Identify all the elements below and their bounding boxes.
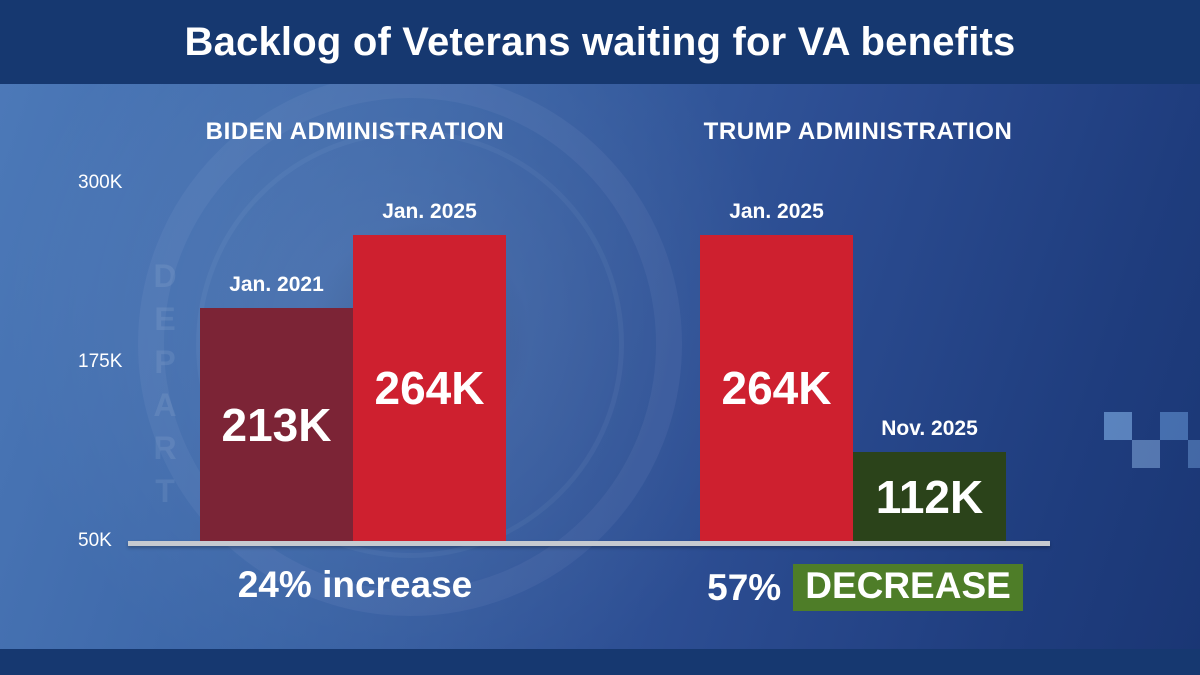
group-header-biden: BIDEN ADMINISTRATION: [205, 118, 505, 145]
y-tick-50k: 50K: [78, 530, 112, 551]
summary-trump: 57% DECREASE: [645, 564, 1085, 611]
footer-bar: [0, 649, 1200, 675]
checker-decoration: [1160, 412, 1188, 440]
x-axis-baseline: [128, 541, 1050, 546]
bar-date-label: Jan. 2025: [729, 200, 824, 223]
title-banner: Backlog of Veterans waiting for VA benef…: [0, 0, 1200, 84]
bar-value-label: 264K: [721, 362, 832, 414]
bar-value-label: 264K: [374, 362, 485, 414]
bar-biden-jan-2021: Jan. 2021 213K: [200, 273, 353, 541]
bar-rect: 112K: [853, 452, 1006, 541]
page-title: Backlog of Veterans waiting for VA benef…: [184, 19, 1016, 64]
checker-decoration: [1132, 440, 1160, 468]
bar-date-label: Nov. 2025: [881, 417, 978, 440]
checker-decoration: [1104, 412, 1132, 440]
bar-date-label: Jan. 2021: [229, 273, 324, 296]
group-header-trump: TRUMP ADMINISTRATION: [703, 118, 1013, 145]
bar-trump-jan-2025: Jan. 2025 264K: [700, 200, 853, 541]
summary-trump-percent: 57%: [707, 566, 782, 608]
bar-rect: 213K: [200, 308, 353, 541]
bar-biden-jan-2025: Jan. 2025 264K: [353, 200, 506, 541]
seal-watermark-inner-ring: [196, 130, 624, 558]
bar-value-label: 213K: [221, 398, 332, 451]
bar-date-label: Jan. 2025: [382, 200, 477, 223]
y-tick-175k: 175K: [78, 351, 123, 372]
summary-trump-highlight: DECREASE: [793, 564, 1023, 611]
bar-trump-nov-2025: Nov. 2025 112K: [853, 417, 1006, 541]
bar-rect: 264K: [700, 235, 853, 541]
checker-decoration: [1188, 440, 1200, 468]
seal-watermark-text: DEPART: [147, 258, 183, 516]
y-tick-300k: 300K: [78, 172, 123, 193]
bar-rect: 264K: [353, 235, 506, 541]
summary-biden: 24% increase: [237, 564, 473, 605]
bar-value-label: 112K: [875, 470, 984, 523]
